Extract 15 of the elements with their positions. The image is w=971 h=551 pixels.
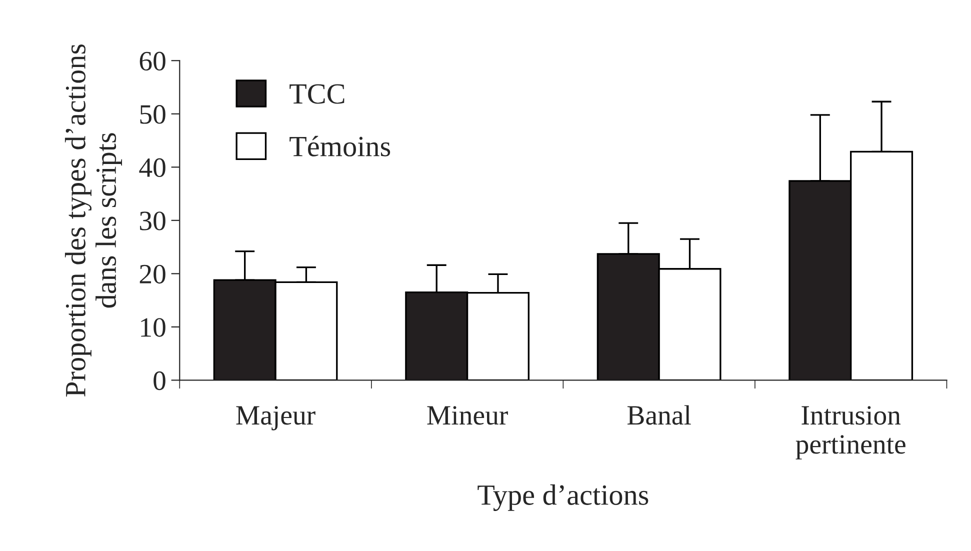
y-tick-label: 60: [140, 52, 166, 71]
y-tick-label: 30: [140, 212, 166, 230]
legend-label: TCC: [290, 84, 344, 104]
x-tick-label: Majeur: [236, 406, 316, 430]
legend-label: Témoins: [290, 136, 390, 156]
x-tick-label: Mineur: [427, 406, 508, 425]
y-tick-label: 20: [140, 264, 166, 284]
x-axis-title: Type d’actions: [478, 484, 648, 511]
y-tick-label: 40: [139, 158, 166, 178]
y-axis-title: Proportion des types d’actions dans les scripts: [64, 44, 122, 397]
y-tick-label: 0: [154, 371, 166, 390]
y-tick-label: 10: [141, 318, 166, 337]
x-tick-label: Intrusion pertinente: [796, 406, 906, 460]
y-tick-label: 50: [140, 105, 166, 124]
x-tick-label: Banal: [627, 405, 691, 425]
